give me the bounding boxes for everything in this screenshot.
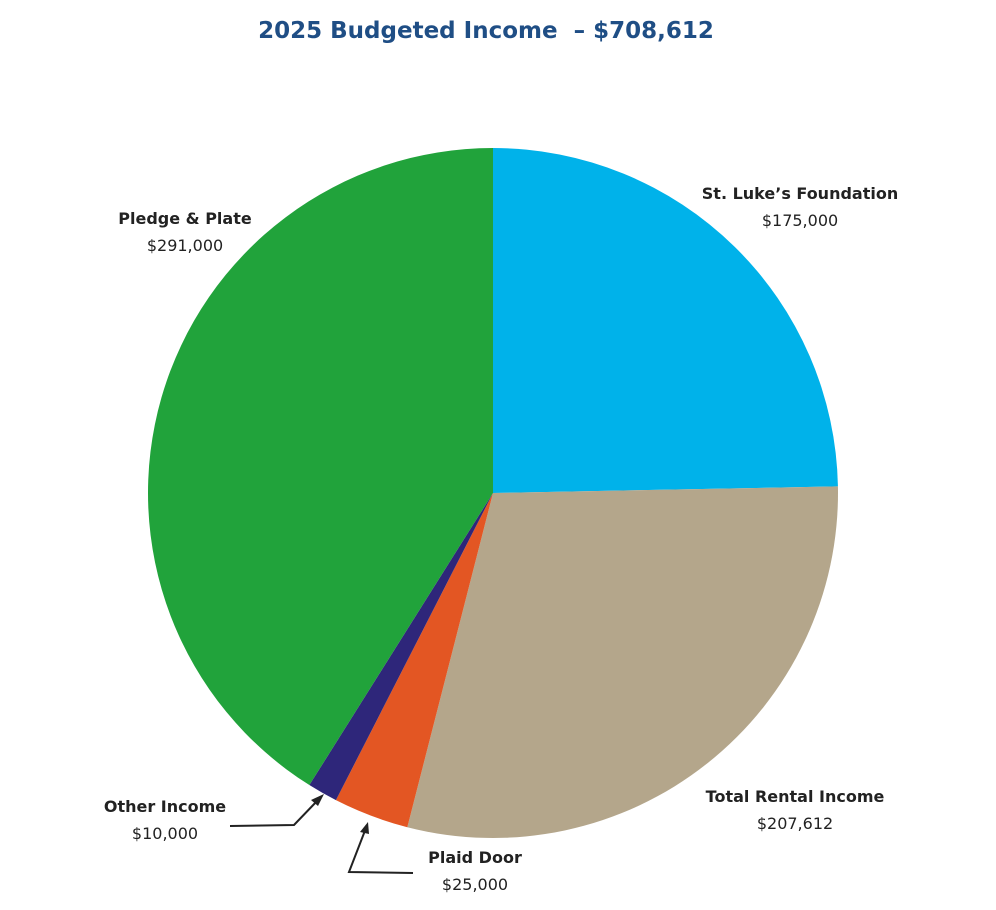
- label-st-lukes: St. Luke’s Foundation $175,000: [690, 180, 910, 234]
- plaid-door-arrowhead: [360, 822, 369, 834]
- callout-arrows: [229, 799, 414, 874]
- pie-slice-other-income: [309, 493, 493, 801]
- label-total-rental: Total Rental Income $207,612: [690, 783, 900, 837]
- label-plaid-door: Plaid Door $25,000: [405, 844, 545, 898]
- pie-slice-total-rental-income: [407, 486, 838, 838]
- slice-name: Plaid Door: [428, 848, 522, 867]
- label-pledge-plate: Pledge & Plate $291,000: [100, 205, 270, 259]
- slice-name: St. Luke’s Foundation: [701, 184, 899, 203]
- slice-name: Pledge & Plate: [118, 209, 252, 228]
- slice-name: Total Rental Income: [705, 787, 885, 806]
- slice-name: Other Income: [103, 797, 227, 816]
- other-income-arrow: [229, 799, 319, 827]
- slice-value: $207,612: [756, 814, 834, 833]
- label-other-income: Other Income $10,000: [85, 793, 245, 847]
- slice-value: $25,000: [441, 875, 509, 894]
- pie-slice-plaid-door: [335, 493, 493, 828]
- pie-slice-pledge-plate: [148, 148, 493, 786]
- pie-slice-st-luke-s-foundation: [493, 148, 838, 493]
- plaid-door-arrow: [347, 827, 414, 874]
- chart-title: 2025 Budgeted Income – $708,612: [258, 18, 714, 44]
- other-income-arrowhead: [311, 794, 324, 806]
- slice-value: $291,000: [146, 236, 224, 255]
- slice-value: $175,000: [761, 211, 839, 230]
- slice-value: $10,000: [131, 824, 199, 843]
